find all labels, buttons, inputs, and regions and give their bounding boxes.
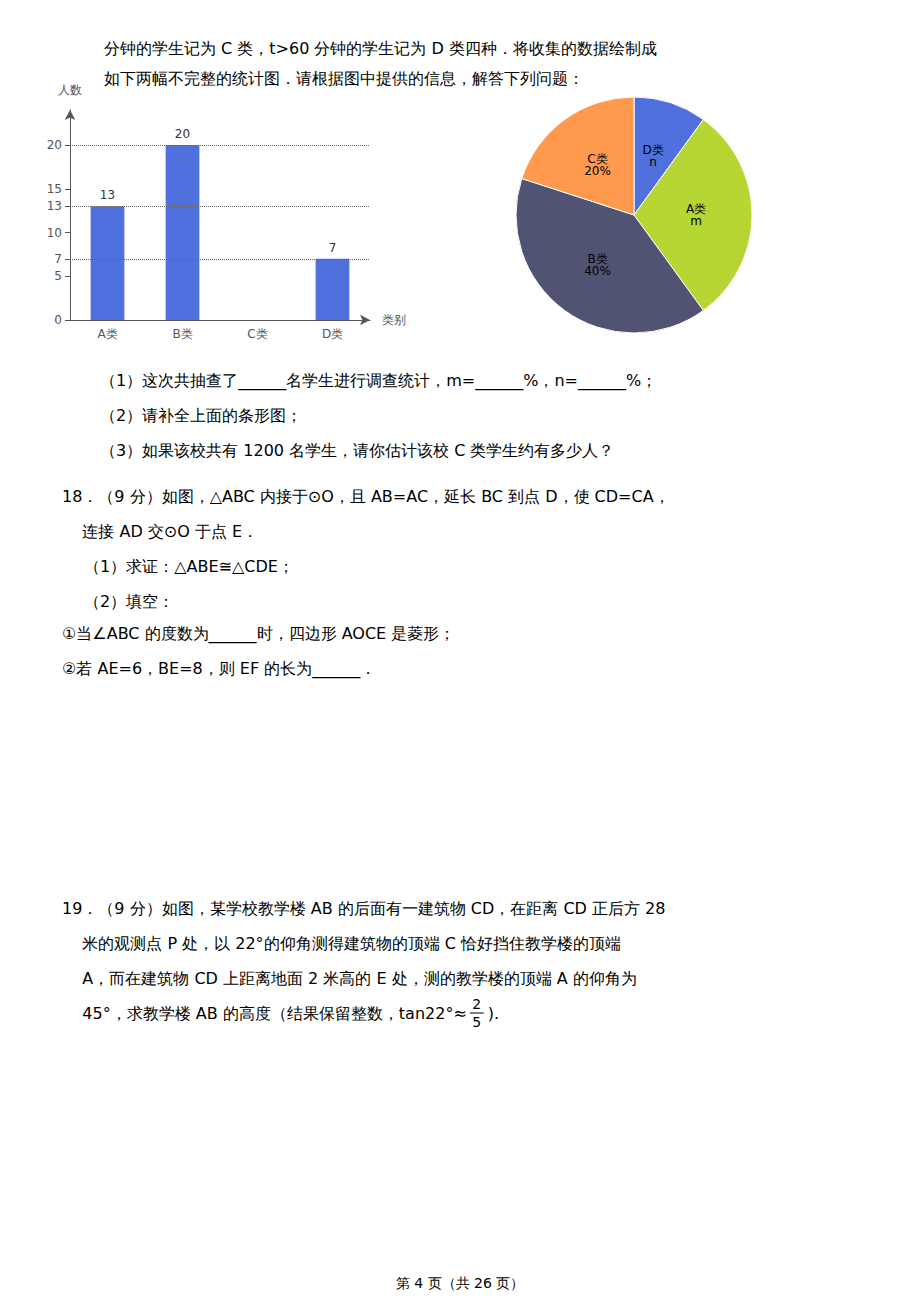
svg-text:B类: B类 [587,252,608,267]
svg-text:B类: B类 [172,327,192,341]
svg-text:（3）如果该校共有 1200 名学生，请你估计该校 C 类学: （3）如果该校共有 1200 名学生，请你估计该校 C 类学生约有多少人？ [100,441,614,460]
svg-text:如下两幅不完整的统计图．请根据图中提供的信息，解答下列问题：: 如下两幅不完整的统计图．请根据图中提供的信息，解答下列问题： [104,69,584,88]
svg-text:A类: A类 [97,327,117,341]
svg-text:5: 5 [472,1014,481,1030]
svg-text:C类: C类 [247,327,267,341]
svg-text:m: m [690,214,702,228]
svg-text:米的观测点 P 处，以 22°的仰角测得建筑物的顶端 C 恰: 米的观测点 P 处，以 22°的仰角测得建筑物的顶端 C 恰好挡住教学楼的顶端 [62,934,621,953]
svg-text:分钟的学生记为 C 类，t>60 分钟的学生记为 D 类四种: 分钟的学生记为 C 类，t>60 分钟的学生记为 D 类四种．将收集的数据绘制成 [104,39,657,58]
svg-text:15: 15 [47,182,62,196]
svg-text:A，而在建筑物 CD 上距离地面 2 米高的 E 处，测的教: A，而在建筑物 CD 上距离地面 2 米高的 E 处，测的教学楼的顶端 A 的仰… [62,969,637,988]
svg-text:13: 13 [100,188,115,202]
svg-text:0: 0 [54,313,62,327]
svg-text:类别: 类别 [382,313,406,327]
svg-text:7: 7 [329,241,337,255]
svg-text:A类: A类 [685,202,707,216]
svg-text:第 4 页（共 26 页）: 第 4 页（共 26 页） [396,1275,525,1291]
svg-text:人数: 人数 [58,83,82,97]
svg-text:10: 10 [47,226,62,240]
svg-text:20: 20 [47,138,62,152]
svg-text:（2）填空：: （2）填空： [84,592,174,611]
svg-text:D类: D类 [322,327,343,341]
svg-text:45°，求教学楼 AB 的高度（结果保留整数，tan22°≈: 45°，求教学楼 AB 的高度（结果保留整数，tan22°≈ [62,1004,467,1023]
svg-text:C类: C类 [587,151,608,166]
svg-text:②若 AE=6，BE=8，则 EF 的长为______．: ②若 AE=6，BE=8，则 EF 的长为______． [62,659,376,679]
svg-text:①当∠ABC 的度数为______时，四边形 AOCE 是菱: ①当∠ABC 的度数为______时，四边形 AOCE 是菱形； [62,624,455,644]
svg-text:18．（9 分）如图，△ABC 内接于⊙O，且 AB=AC，: 18．（9 分）如图，△ABC 内接于⊙O，且 AB=AC，延长 BC 到点 D… [62,487,670,506]
svg-text:2: 2 [472,996,481,1012]
svg-text:D类: D类 [642,143,664,157]
svg-text:（1）这次共抽查了______名学生进行调查统计，m=___: （1）这次共抽查了______名学生进行调查统计，m=______%，n=___… [100,371,657,391]
svg-text:40%: 40% [584,264,611,278]
svg-text:（2）请补全上面的条形图；: （2）请补全上面的条形图； [100,406,302,425]
svg-text:（1）求证：△ABE≅△CDE；: （1）求证：△ABE≅△CDE； [84,557,294,576]
svg-text:).: ). [488,1004,499,1023]
svg-text:n: n [649,155,657,169]
svg-text:13: 13 [47,199,62,213]
svg-text:5: 5 [54,269,62,283]
svg-text:7: 7 [54,252,62,266]
svg-text:连接 AD 交⊙O 于点 E．: 连接 AD 交⊙O 于点 E． [62,522,258,541]
svg-text:20: 20 [175,127,190,141]
svg-text:20%: 20% [584,164,611,178]
svg-text:19．（9 分）如图，某学校教学楼 AB 的后面有一建筑物: 19．（9 分）如图，某学校教学楼 AB 的后面有一建筑物 CD，在距离 CD … [62,899,665,918]
